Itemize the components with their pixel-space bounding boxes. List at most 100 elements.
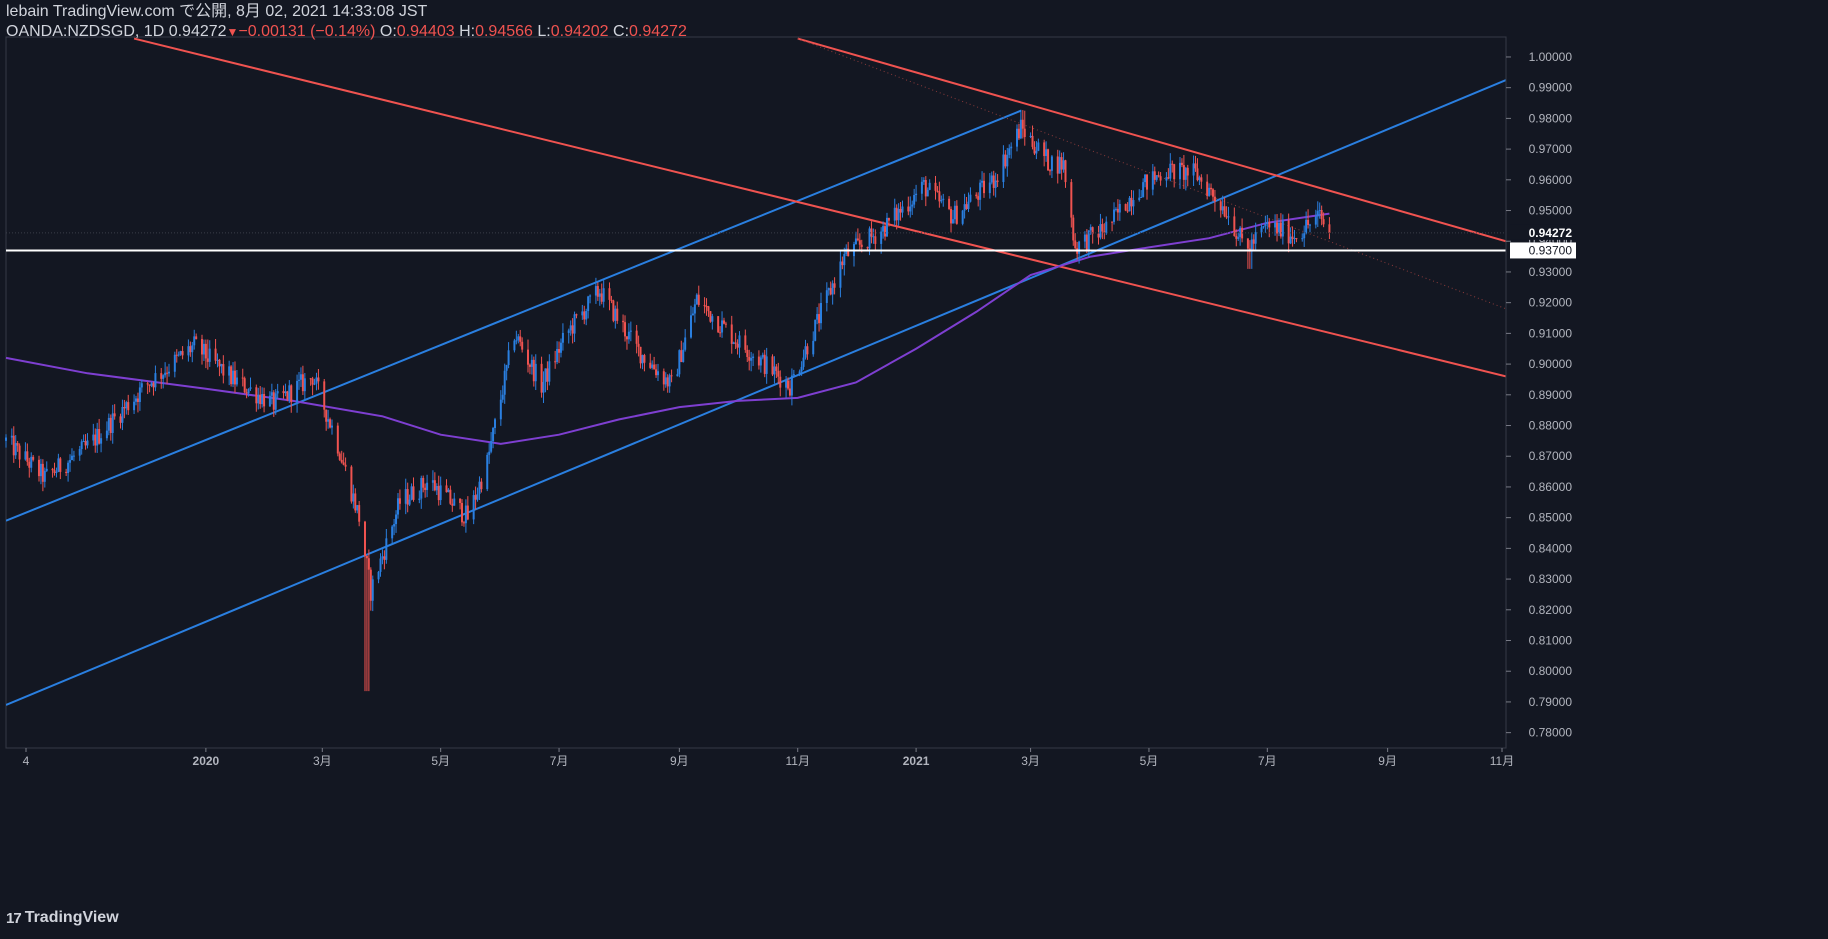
trendlines[interactable] <box>6 37 1506 706</box>
candle-body <box>404 489 407 504</box>
candle-body <box>589 295 592 297</box>
candle-body <box>1151 171 1154 190</box>
candle-body <box>1314 216 1317 225</box>
candle-body <box>216 359 219 361</box>
candle-body <box>1111 221 1114 223</box>
candle-body <box>866 246 869 249</box>
y-tick-label: 0.86000 <box>1529 480 1573 494</box>
candle-body <box>1142 182 1145 197</box>
candle-body <box>166 372 169 374</box>
candle-body <box>32 456 35 460</box>
candle-body <box>938 191 941 202</box>
candle-body <box>315 377 318 384</box>
y-tick-label: 0.83000 <box>1529 572 1573 586</box>
candle-body <box>975 194 978 197</box>
candle-body <box>1060 157 1063 170</box>
candle-body <box>948 198 951 209</box>
candle-body <box>311 378 314 385</box>
candle-body <box>1072 217 1075 241</box>
candle-body <box>897 208 900 221</box>
symbol-label[interactable]: OANDA:NZDSGD, 1D <box>6 23 165 40</box>
candle-body <box>1274 222 1277 228</box>
candle-body <box>245 392 248 394</box>
candle-body <box>206 358 209 362</box>
candle-body <box>325 409 328 422</box>
time-axis[interactable]: 4 2020 3月 5月 7月 9月 11月 2021 3月 5月 7月 9月 11月 <box>6 747 1514 768</box>
candle-body <box>228 366 231 376</box>
candle-body <box>1113 209 1116 222</box>
candle-body <box>14 443 17 456</box>
candle-body <box>548 361 551 382</box>
candles <box>5 109 1331 692</box>
candle-body <box>371 579 374 601</box>
x-tick-label: 5月 <box>431 754 450 768</box>
candle-body <box>1105 221 1108 233</box>
candle-body <box>214 348 217 361</box>
candle-body <box>598 293 601 297</box>
candle-body <box>507 350 510 366</box>
candle-body <box>354 493 357 511</box>
candle-body <box>1250 239 1253 252</box>
candle-body <box>350 466 353 502</box>
y-tick-label: 0.96000 <box>1529 173 1573 187</box>
candle-body <box>16 443 19 446</box>
y-tick-label: 0.95000 <box>1529 204 1573 218</box>
candle-body <box>882 226 885 232</box>
candle-body <box>121 406 124 423</box>
candle-body <box>57 458 60 472</box>
candle-body <box>449 489 452 504</box>
candle-body <box>365 556 368 559</box>
candle-body <box>575 314 578 316</box>
candle-body <box>820 302 823 324</box>
candle-body <box>668 375 671 387</box>
candle-body <box>695 294 698 305</box>
tradingview-logo[interactable]: 17 TradingView <box>6 909 119 927</box>
candle-body <box>1116 208 1119 213</box>
candle-body <box>1165 177 1168 181</box>
candle-body <box>274 393 277 410</box>
candle-body <box>1126 210 1129 212</box>
candle-body <box>544 368 547 382</box>
candle-body <box>94 434 97 446</box>
candle-body <box>610 299 613 301</box>
candle-body <box>1114 208 1117 210</box>
tradingview-logo-icon: 17 <box>6 909 22 927</box>
candle-body <box>69 460 72 463</box>
price-axis[interactable]: 1.00000 0.99000 0.98000 0.97000 0.96000 0.950… <box>1505 37 1576 748</box>
candle-body <box>1276 222 1279 234</box>
candle-body <box>395 514 398 525</box>
candle-body <box>812 340 815 355</box>
candle-body <box>26 451 29 462</box>
horizontal-level[interactable] <box>6 232 1506 252</box>
candle-body <box>1227 216 1230 218</box>
candle-body <box>955 205 958 224</box>
candle-body <box>501 394 504 400</box>
low-label: L: <box>537 23 551 40</box>
y-tick-label: 1.00000 <box>1529 50 1573 64</box>
candle-body <box>839 261 842 288</box>
candle-body <box>1318 209 1321 212</box>
candle-body <box>133 401 136 411</box>
candle-body <box>950 208 953 224</box>
x-tick-label: 2020 <box>193 754 220 768</box>
candle-body <box>1180 162 1183 166</box>
candle-body <box>377 571 380 580</box>
candle-body <box>86 440 89 446</box>
candle-body <box>934 182 937 191</box>
candle-body <box>909 206 912 212</box>
candle-body <box>1210 187 1213 190</box>
y-tick-label: 0.93000 <box>1529 265 1573 279</box>
trendline-channel_down <box>133 37 1506 378</box>
candle-body <box>831 283 834 295</box>
candle-body <box>1074 240 1077 249</box>
candle-body <box>1004 154 1007 167</box>
candle-body <box>788 388 791 396</box>
candle-body <box>136 398 139 402</box>
candle-body <box>367 558 370 570</box>
candle-body <box>1167 177 1170 179</box>
candle-body <box>451 503 454 506</box>
candle-body <box>202 343 205 355</box>
candle-body <box>257 394 260 404</box>
y-tick-label: 0.89000 <box>1529 388 1573 402</box>
